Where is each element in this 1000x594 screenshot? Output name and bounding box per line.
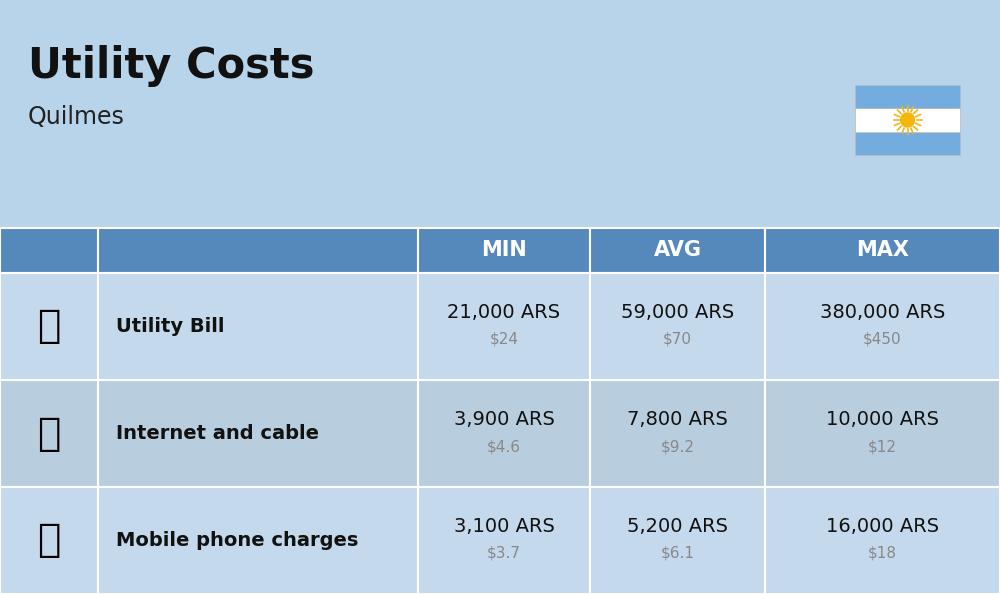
Bar — [855, 132, 960, 155]
Bar — [98, 273, 418, 380]
Text: Utility Costs: Utility Costs — [28, 45, 314, 87]
Text: $6.1: $6.1 — [660, 546, 694, 561]
Text: $24: $24 — [490, 332, 518, 347]
Bar — [590, 487, 765, 594]
Text: 📡: 📡 — [37, 415, 61, 453]
Bar — [418, 380, 590, 487]
Text: $4.6: $4.6 — [487, 439, 521, 454]
Bar — [765, 487, 1000, 594]
Bar — [765, 380, 1000, 487]
Bar — [98, 228, 418, 273]
Text: 5,200 ARS: 5,200 ARS — [627, 517, 728, 536]
Bar — [418, 228, 590, 273]
Bar — [590, 380, 765, 487]
Text: 7,800 ARS: 7,800 ARS — [627, 410, 728, 429]
Text: 16,000 ARS: 16,000 ARS — [826, 517, 939, 536]
Text: Mobile phone charges: Mobile phone charges — [116, 531, 358, 550]
Text: 21,000 ARS: 21,000 ARS — [447, 303, 561, 322]
Text: 3,900 ARS: 3,900 ARS — [454, 410, 554, 429]
Text: Utility Bill: Utility Bill — [116, 317, 224, 336]
Bar — [0, 380, 98, 487]
Bar — [98, 487, 418, 594]
Circle shape — [900, 113, 914, 127]
Text: $12: $12 — [868, 439, 897, 454]
Bar — [0, 228, 98, 273]
Text: $9.2: $9.2 — [660, 439, 694, 454]
Bar — [765, 228, 1000, 273]
Bar — [855, 85, 960, 108]
Text: $3.7: $3.7 — [487, 546, 521, 561]
Bar — [0, 487, 98, 594]
Bar — [855, 108, 960, 132]
Text: 📱: 📱 — [37, 522, 61, 560]
Text: $450: $450 — [863, 332, 902, 347]
Bar — [98, 380, 418, 487]
Text: AVG: AVG — [654, 241, 702, 261]
Bar — [590, 273, 765, 380]
Bar — [418, 487, 590, 594]
Text: Quilmes: Quilmes — [28, 105, 125, 129]
Bar — [590, 228, 765, 273]
Text: Internet and cable: Internet and cable — [116, 424, 319, 443]
Text: 🔌: 🔌 — [37, 308, 61, 346]
Text: MAX: MAX — [856, 241, 909, 261]
Text: $70: $70 — [663, 332, 692, 347]
Text: 380,000 ARS: 380,000 ARS — [820, 303, 945, 322]
Bar — [765, 273, 1000, 380]
Bar — [0, 273, 98, 380]
Bar — [418, 273, 590, 380]
Text: 59,000 ARS: 59,000 ARS — [621, 303, 734, 322]
Text: MIN: MIN — [481, 241, 527, 261]
Text: $18: $18 — [868, 546, 897, 561]
Text: 3,100 ARS: 3,100 ARS — [454, 517, 554, 536]
Text: 10,000 ARS: 10,000 ARS — [826, 410, 939, 429]
